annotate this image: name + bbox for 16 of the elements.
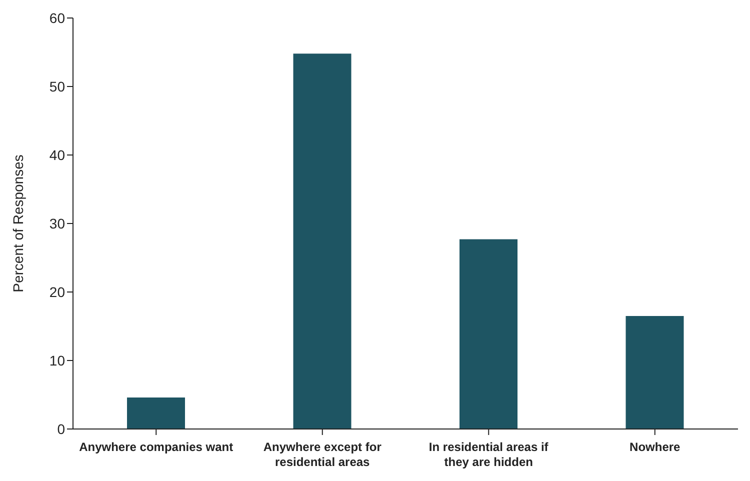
y-tick-label: 40 <box>49 146 66 163</box>
x-tick-label: Anywhere except for residential areas <box>263 440 382 469</box>
bar <box>460 239 518 429</box>
x-tick-label: Anywhere companies want <box>79 440 234 454</box>
y-tick-label: 30 <box>49 215 66 232</box>
bar <box>127 397 185 429</box>
y-tick-label: 0 <box>57 420 66 437</box>
x-tick-label: Nowhere <box>630 440 681 454</box>
y-tick-label: 10 <box>49 352 66 368</box>
y-axis-title: Percent of Responses <box>10 154 26 292</box>
y-tick-label: 60 <box>49 10 66 26</box>
x-tick-label: In residential areas if they are hidden <box>428 440 550 469</box>
y-tick-label: 50 <box>49 78 66 94</box>
y-tick-label: 20 <box>49 284 66 300</box>
bar <box>626 316 684 429</box>
bar <box>293 54 352 429</box>
